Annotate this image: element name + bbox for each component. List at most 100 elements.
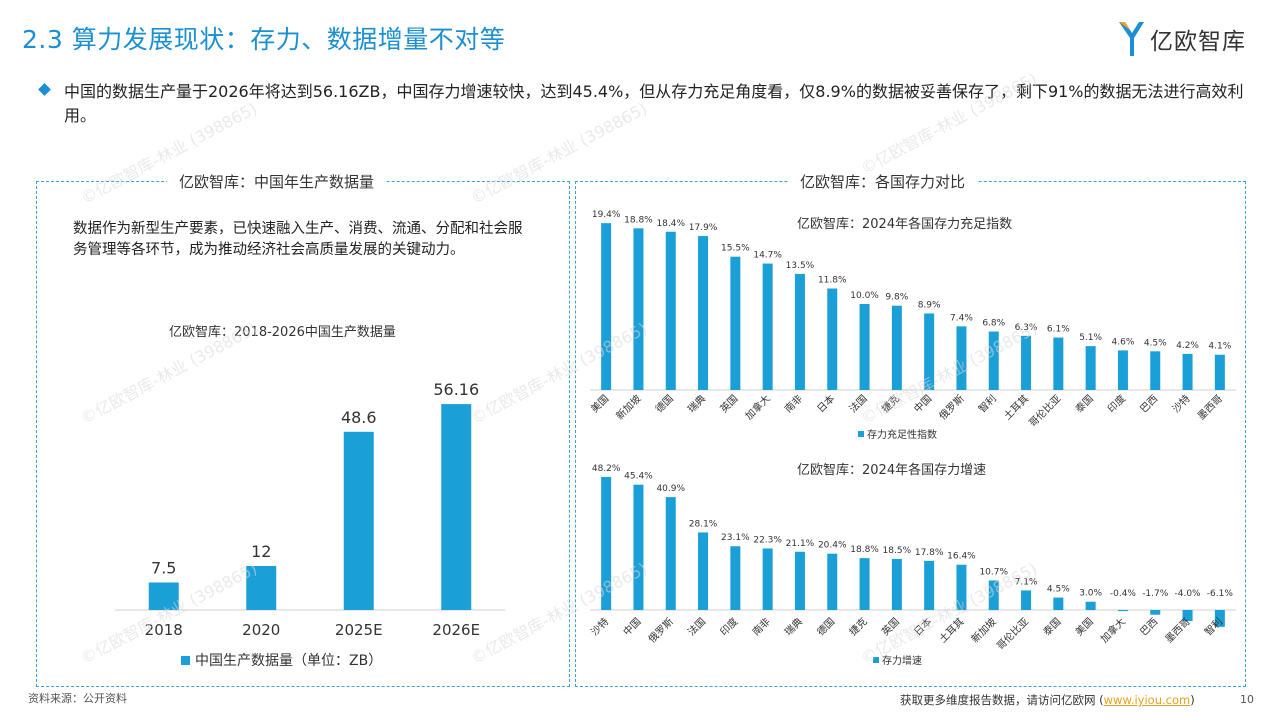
summary-bullet: 中国的数据生产量于2026年将达到56.16ZB，中国存力增速较快，达到45.4… bbox=[38, 80, 1262, 128]
data-label: 11.8% bbox=[818, 276, 847, 286]
legend-label: 存力增速 bbox=[882, 654, 922, 667]
bar bbox=[1021, 335, 1032, 390]
footer-link[interactable]: www.iyiou.com bbox=[1103, 693, 1191, 707]
chart-title-growth: 亿欧智库：2024年各国存力增速 bbox=[797, 463, 987, 478]
tick-label: 新加坡 bbox=[613, 392, 643, 422]
data-label: 9.8% bbox=[885, 293, 908, 303]
legend-swatch bbox=[873, 657, 879, 663]
tick-label: 2025E bbox=[335, 621, 383, 639]
brand-logo: 亿欧智库 bbox=[1116, 18, 1266, 58]
data-label: 16.4% bbox=[947, 552, 976, 562]
right-panel: 亿欧智库：各国存力对比 亿欧智库：2024年各国存力充足指数 亿欧智库：2024… bbox=[575, 171, 1246, 687]
tick-label: 2026E bbox=[432, 621, 480, 639]
data-label: 7.1% bbox=[1015, 577, 1038, 587]
bar bbox=[601, 223, 612, 390]
bar bbox=[924, 313, 935, 390]
bar bbox=[762, 548, 773, 610]
tick-label: 日本 bbox=[814, 392, 837, 415]
bar bbox=[827, 288, 838, 390]
bar bbox=[665, 497, 676, 610]
tick-label: 墨西哥 bbox=[1163, 616, 1193, 646]
data-label: 19.4% bbox=[592, 210, 621, 220]
bar bbox=[698, 236, 709, 390]
bar bbox=[246, 566, 277, 610]
tick-label: 新加坡 bbox=[968, 615, 998, 645]
data-label: 15.5% bbox=[721, 244, 750, 254]
bar bbox=[1182, 610, 1193, 622]
data-label: 7.4% bbox=[950, 313, 973, 323]
data-label: 48.2% bbox=[592, 464, 621, 474]
bar bbox=[1117, 610, 1128, 612]
data-label: 22.3% bbox=[753, 535, 782, 545]
data-label: 4.5% bbox=[1144, 338, 1167, 348]
tick-label: 俄罗斯 bbox=[936, 392, 966, 422]
bar bbox=[827, 553, 838, 610]
tick-label: 瑞典 bbox=[685, 392, 708, 415]
data-label: 56.16 bbox=[433, 380, 479, 399]
bar bbox=[1214, 354, 1225, 390]
bar bbox=[794, 551, 805, 610]
bar bbox=[343, 431, 374, 610]
bar bbox=[730, 256, 741, 390]
data-label: 10.7% bbox=[979, 567, 1008, 577]
tick-label: 墨西哥 bbox=[1195, 393, 1225, 423]
legend-label: 中国生产数据量（单位：ZB） bbox=[195, 653, 382, 669]
data-label: 4.6% bbox=[1112, 337, 1135, 347]
data-label: -6.1% bbox=[1207, 589, 1234, 599]
legend-swatch bbox=[181, 656, 190, 665]
logo-text: 亿欧智库 bbox=[1150, 29, 1246, 55]
bar bbox=[601, 476, 612, 610]
legend-label: 存力充足性指数 bbox=[867, 428, 937, 441]
bar bbox=[1053, 337, 1064, 390]
bar bbox=[956, 326, 967, 390]
left-panel-title: 亿欧智库：中国年生产数据量 bbox=[167, 171, 387, 192]
left-panel: 亿欧智库：中国年生产数据量 数据作为新型生产要素，已快速融入生产、消费、流通、分… bbox=[36, 171, 570, 687]
tick-label: 智利 bbox=[976, 392, 999, 415]
footer-text: 获取更多维度报告数据，请访问亿欧网 ( bbox=[900, 693, 1104, 707]
bar bbox=[988, 580, 999, 610]
data-label: 5.1% bbox=[1079, 333, 1102, 343]
tick-label: 2018 bbox=[145, 621, 183, 639]
tick-label: 印度 bbox=[1105, 392, 1128, 415]
data-label: 13.5% bbox=[786, 261, 815, 271]
tick-label: 加拿大 bbox=[1098, 615, 1128, 645]
page-title: 2.3 算力发展现状：存力、数据增量不对等 bbox=[22, 25, 506, 54]
tick-label: 巴西 bbox=[1138, 393, 1161, 416]
data-label: -0.4% bbox=[1110, 589, 1137, 599]
bar bbox=[1117, 350, 1128, 390]
bar bbox=[698, 532, 709, 610]
data-label: -4.0% bbox=[1174, 589, 1201, 599]
data-label: 23.1% bbox=[721, 533, 750, 543]
chart-production: 7.5 2018 12 2020 48.6 2025E 56.16 2026E 中国生产数据量（… bbox=[115, 380, 505, 669]
tick-label: 土耳其 bbox=[1001, 392, 1031, 422]
tick-label: 巴西 bbox=[1138, 616, 1161, 639]
bar bbox=[859, 558, 870, 610]
bar bbox=[794, 273, 805, 390]
data-label: 18.4% bbox=[656, 219, 685, 229]
tick-label: 美国 bbox=[588, 392, 611, 415]
data-label: 4.2% bbox=[1176, 341, 1199, 351]
data-label: 6.8% bbox=[982, 319, 1005, 329]
footer-note: 获取更多维度报告数据，请访问亿欧网 (www.iyiou.com) bbox=[900, 692, 1195, 708]
data-label: 8.9% bbox=[918, 300, 941, 310]
tick-label: 泰国 bbox=[1040, 615, 1063, 638]
bar bbox=[633, 484, 644, 610]
tick-label: 南非 bbox=[782, 392, 805, 415]
tick-label: 2020 bbox=[242, 621, 280, 639]
tick-label: 哥伦比亚 bbox=[1026, 392, 1063, 429]
data-label: 14.7% bbox=[753, 251, 782, 261]
bar bbox=[1150, 351, 1161, 390]
tick-label: 法国 bbox=[685, 615, 708, 638]
bar bbox=[730, 546, 741, 610]
tick-label: 德国 bbox=[653, 392, 676, 415]
legend-swatch bbox=[858, 431, 864, 437]
tick-label: 英国 bbox=[717, 392, 740, 415]
tick-label: 德国 bbox=[814, 615, 837, 638]
bar bbox=[762, 263, 773, 390]
data-label: 6.3% bbox=[1015, 323, 1038, 333]
bar bbox=[148, 582, 179, 610]
data-label: 17.9% bbox=[689, 223, 718, 233]
data-label: 48.6 bbox=[341, 408, 377, 427]
tick-label: 哥伦比亚 bbox=[994, 615, 1031, 652]
data-label: 3.0% bbox=[1079, 589, 1102, 599]
